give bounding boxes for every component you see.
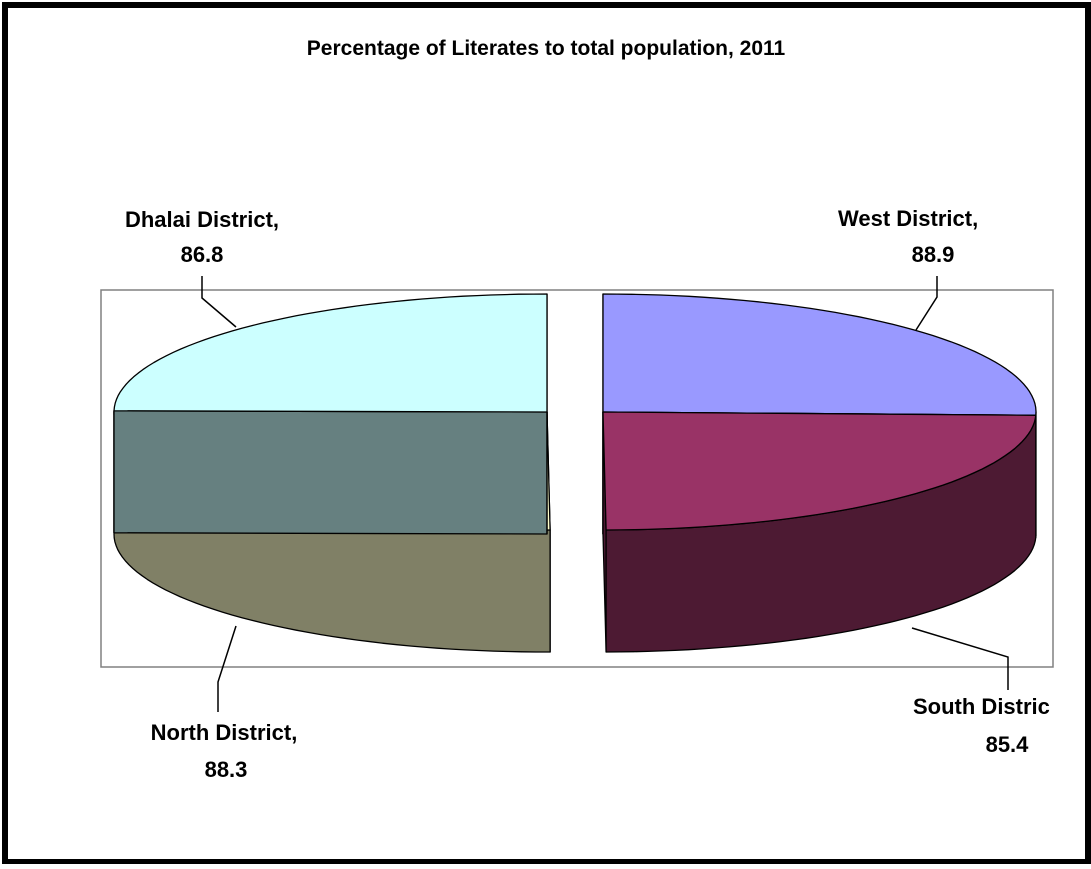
label-west-name: West District, (838, 206, 978, 231)
label-north-value: 88.3 (205, 757, 248, 782)
slice-cut-face-dhalai-district-0 (114, 411, 547, 534)
label-west-value: 88.9 (912, 242, 955, 267)
label-south-name: South Distric (913, 694, 1050, 719)
label-south-value: 85.4 (986, 732, 1030, 757)
label-north-name: North District, (151, 720, 298, 745)
chart-title: Percentage of Literates to total populat… (307, 37, 786, 60)
label-dhalai-name: Dhalai District, (125, 207, 279, 232)
label-dhalai-value: 86.8 (181, 242, 224, 267)
